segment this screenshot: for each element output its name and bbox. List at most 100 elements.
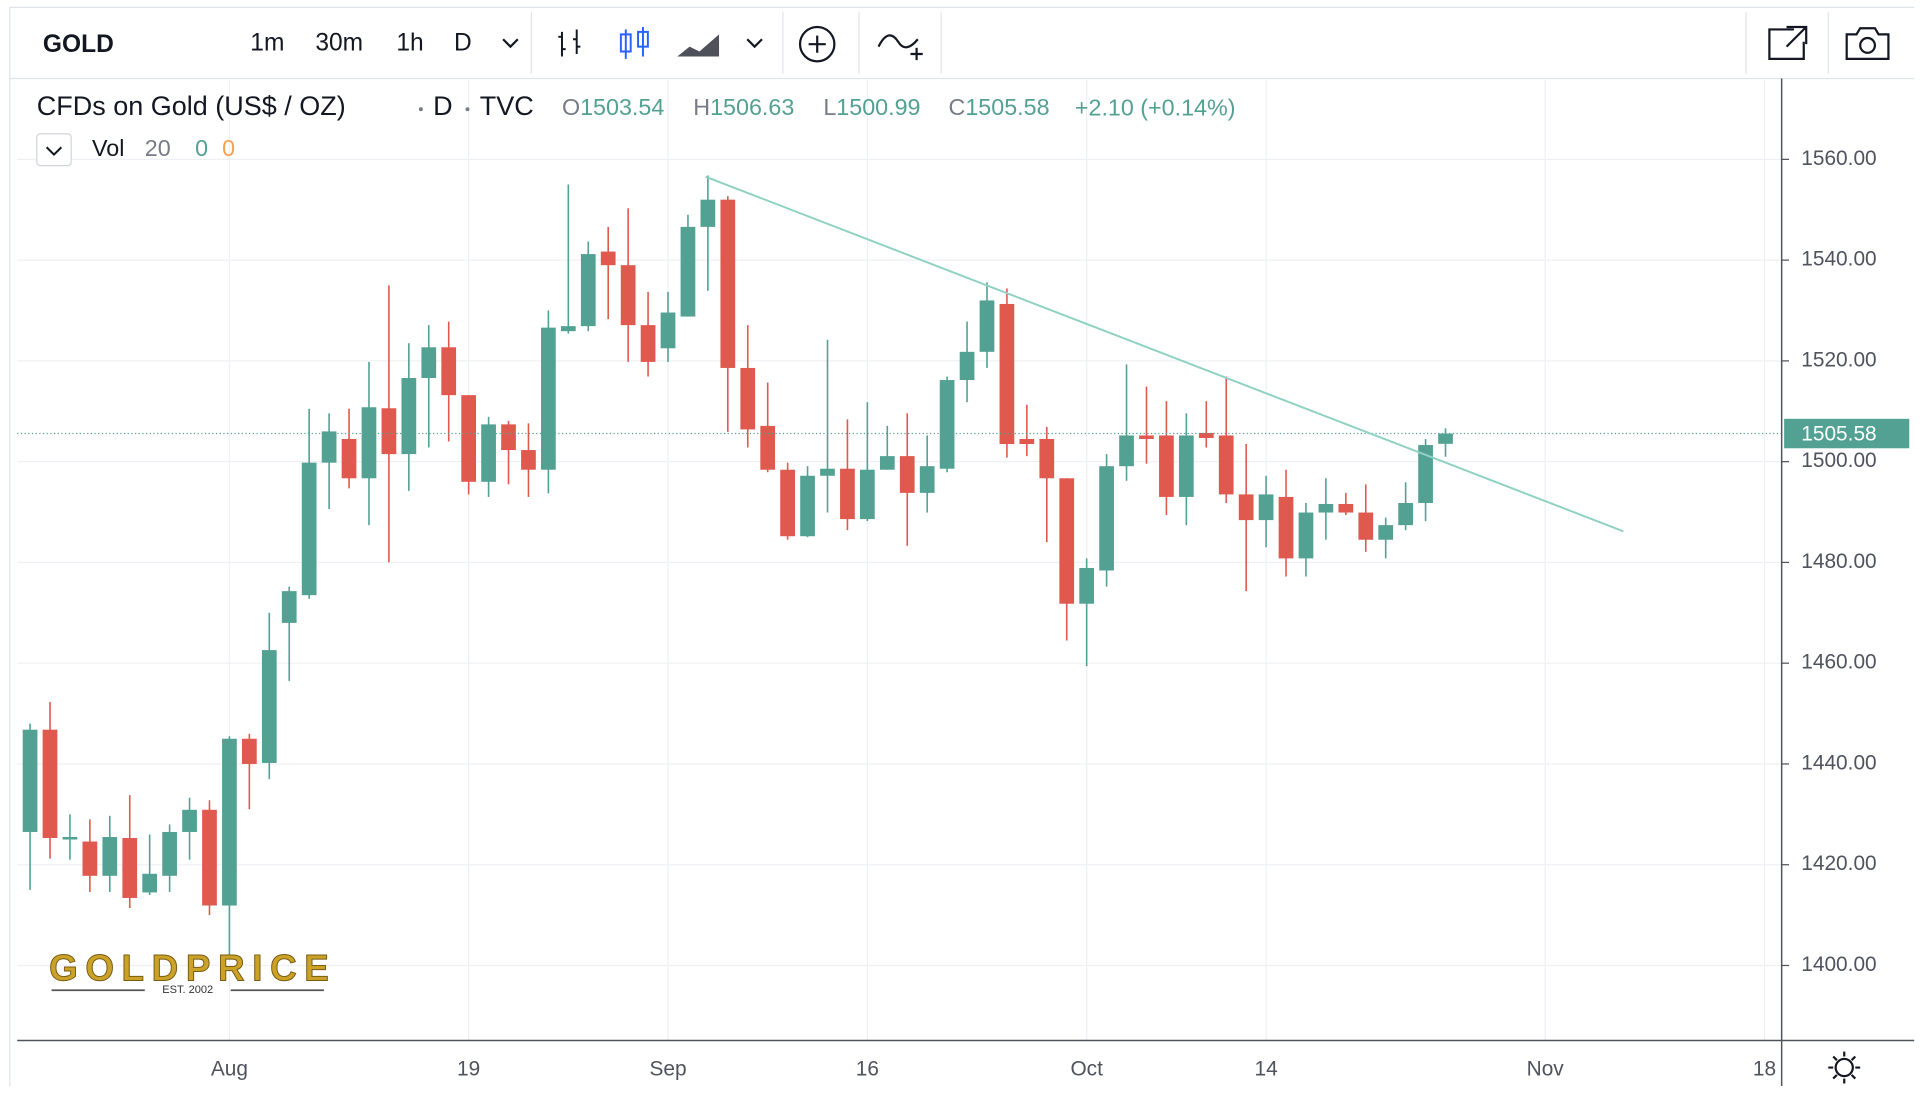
settings[interactable] [1828, 1051, 1861, 1084]
bars-icon[interactable] [558, 29, 581, 57]
watermark: GOLDPRICE EST. 2002 [49, 947, 330, 996]
symbol[interactable]: GOLD [43, 31, 114, 58]
candle-body [800, 475, 815, 537]
candle-body [1178, 435, 1194, 497]
candle-body [1159, 435, 1174, 497]
candle-body [82, 841, 98, 876]
chevron [45, 146, 63, 156]
candle-body [860, 469, 875, 520]
candle-body [1119, 435, 1134, 467]
x-tick-label: 18 [1753, 1057, 1776, 1080]
candle-body [182, 809, 197, 832]
plot-area [17, 175, 1782, 956]
indicators-icon[interactable] [877, 34, 923, 61]
dropdown-icon[interactable] [502, 38, 519, 49]
candle-body [720, 199, 736, 368]
camera-icon[interactable] [1845, 27, 1890, 61]
candle-body [381, 408, 397, 455]
candle-body [1338, 503, 1354, 513]
y-tick-label: 1560.00 [1801, 147, 1876, 170]
candle-body [301, 462, 317, 596]
interval-button[interactable]: 1m [250, 30, 284, 57]
popout-icon[interactable] [1768, 25, 1808, 61]
vol-label: Vol [92, 135, 124, 161]
x-tick-label: Sep [649, 1057, 686, 1080]
vol-value: 0 [195, 135, 208, 161]
candle-body [1059, 478, 1075, 604]
candle-body [1218, 435, 1234, 495]
candle-body [461, 395, 477, 482]
ohlc-item: C1505.58 [949, 94, 1050, 120]
candles-icon[interactable] [619, 26, 649, 59]
candle-body [600, 251, 616, 266]
collapse-button[interactable] [36, 133, 72, 167]
source: TVC [480, 91, 534, 121]
last-price-label: 1505.58 [1801, 422, 1876, 445]
vol-length: 20 [145, 135, 171, 161]
ohlc-item: O1503.54 [562, 94, 664, 120]
candle-body [541, 327, 556, 470]
candle-body [660, 312, 676, 349]
candle-body [481, 424, 496, 482]
interval-button[interactable]: 30m [315, 30, 363, 57]
x-tick-label: Oct [1070, 1057, 1103, 1080]
candle-body [1139, 435, 1154, 439]
candle-body [1358, 512, 1374, 540]
candle-body [1298, 512, 1314, 559]
area-icon[interactable] [677, 34, 720, 57]
interval-group: 1m 30m 1h D [250, 30, 471, 57]
candle-body [840, 468, 855, 520]
x-tick-label: 14 [1254, 1057, 1277, 1080]
settings-icon[interactable] [1834, 1057, 1854, 1078]
dropdown-icon[interactable] [746, 38, 763, 49]
y-tick-label: 1480.00 [1801, 550, 1876, 573]
candle-body [939, 380, 955, 469]
candle-body [1258, 494, 1274, 521]
y-tick-label: 1420.00 [1801, 852, 1876, 875]
separator-dot [418, 107, 423, 112]
candle-body [620, 265, 636, 326]
candle-body [1099, 466, 1114, 571]
candle-body [1378, 525, 1394, 540]
last-price-box [1784, 418, 1910, 449]
candle-body [1418, 445, 1433, 503]
candle-body [979, 300, 995, 352]
candle-body [321, 431, 337, 463]
y-tick-label: 1540.00 [1801, 248, 1876, 271]
x-tick-label: 16 [856, 1057, 879, 1080]
ohlc-value: 1505.58 [965, 94, 1049, 120]
trend-line[interactable] [705, 175, 1624, 533]
candle-body [640, 325, 656, 362]
candle-body [122, 838, 138, 898]
ohlc-item: H1506.63 [693, 94, 794, 120]
interval-button[interactable]: D [454, 30, 472, 57]
candle-body [1318, 503, 1334, 513]
candle-body [1278, 496, 1294, 559]
candle-body [441, 347, 457, 396]
candle-body [341, 438, 357, 479]
candle-body [879, 456, 895, 470]
settings-icon-teeth [1828, 1051, 1861, 1084]
candle-body [521, 450, 536, 470]
y-tick-label: 1440.00 [1801, 751, 1876, 774]
candle-body [501, 424, 516, 451]
candle-body [401, 378, 417, 455]
candle-body [680, 226, 696, 317]
candle-body [899, 456, 915, 493]
candle-body [1019, 438, 1035, 445]
candle-body [162, 831, 177, 876]
candle-body [22, 729, 38, 832]
ohlc-letter: C [949, 94, 966, 120]
candle-body [919, 466, 935, 493]
x-tick-label: Nov [1527, 1057, 1565, 1080]
add-icon[interactable] [798, 25, 836, 63]
vol-value: 0 [222, 135, 235, 161]
candle-body [1039, 438, 1055, 479]
interval-button[interactable]: 1h [396, 30, 423, 57]
since: EST. 2002 [162, 984, 213, 996]
candle-body [42, 729, 58, 839]
ohlc-letter: O [562, 94, 580, 120]
